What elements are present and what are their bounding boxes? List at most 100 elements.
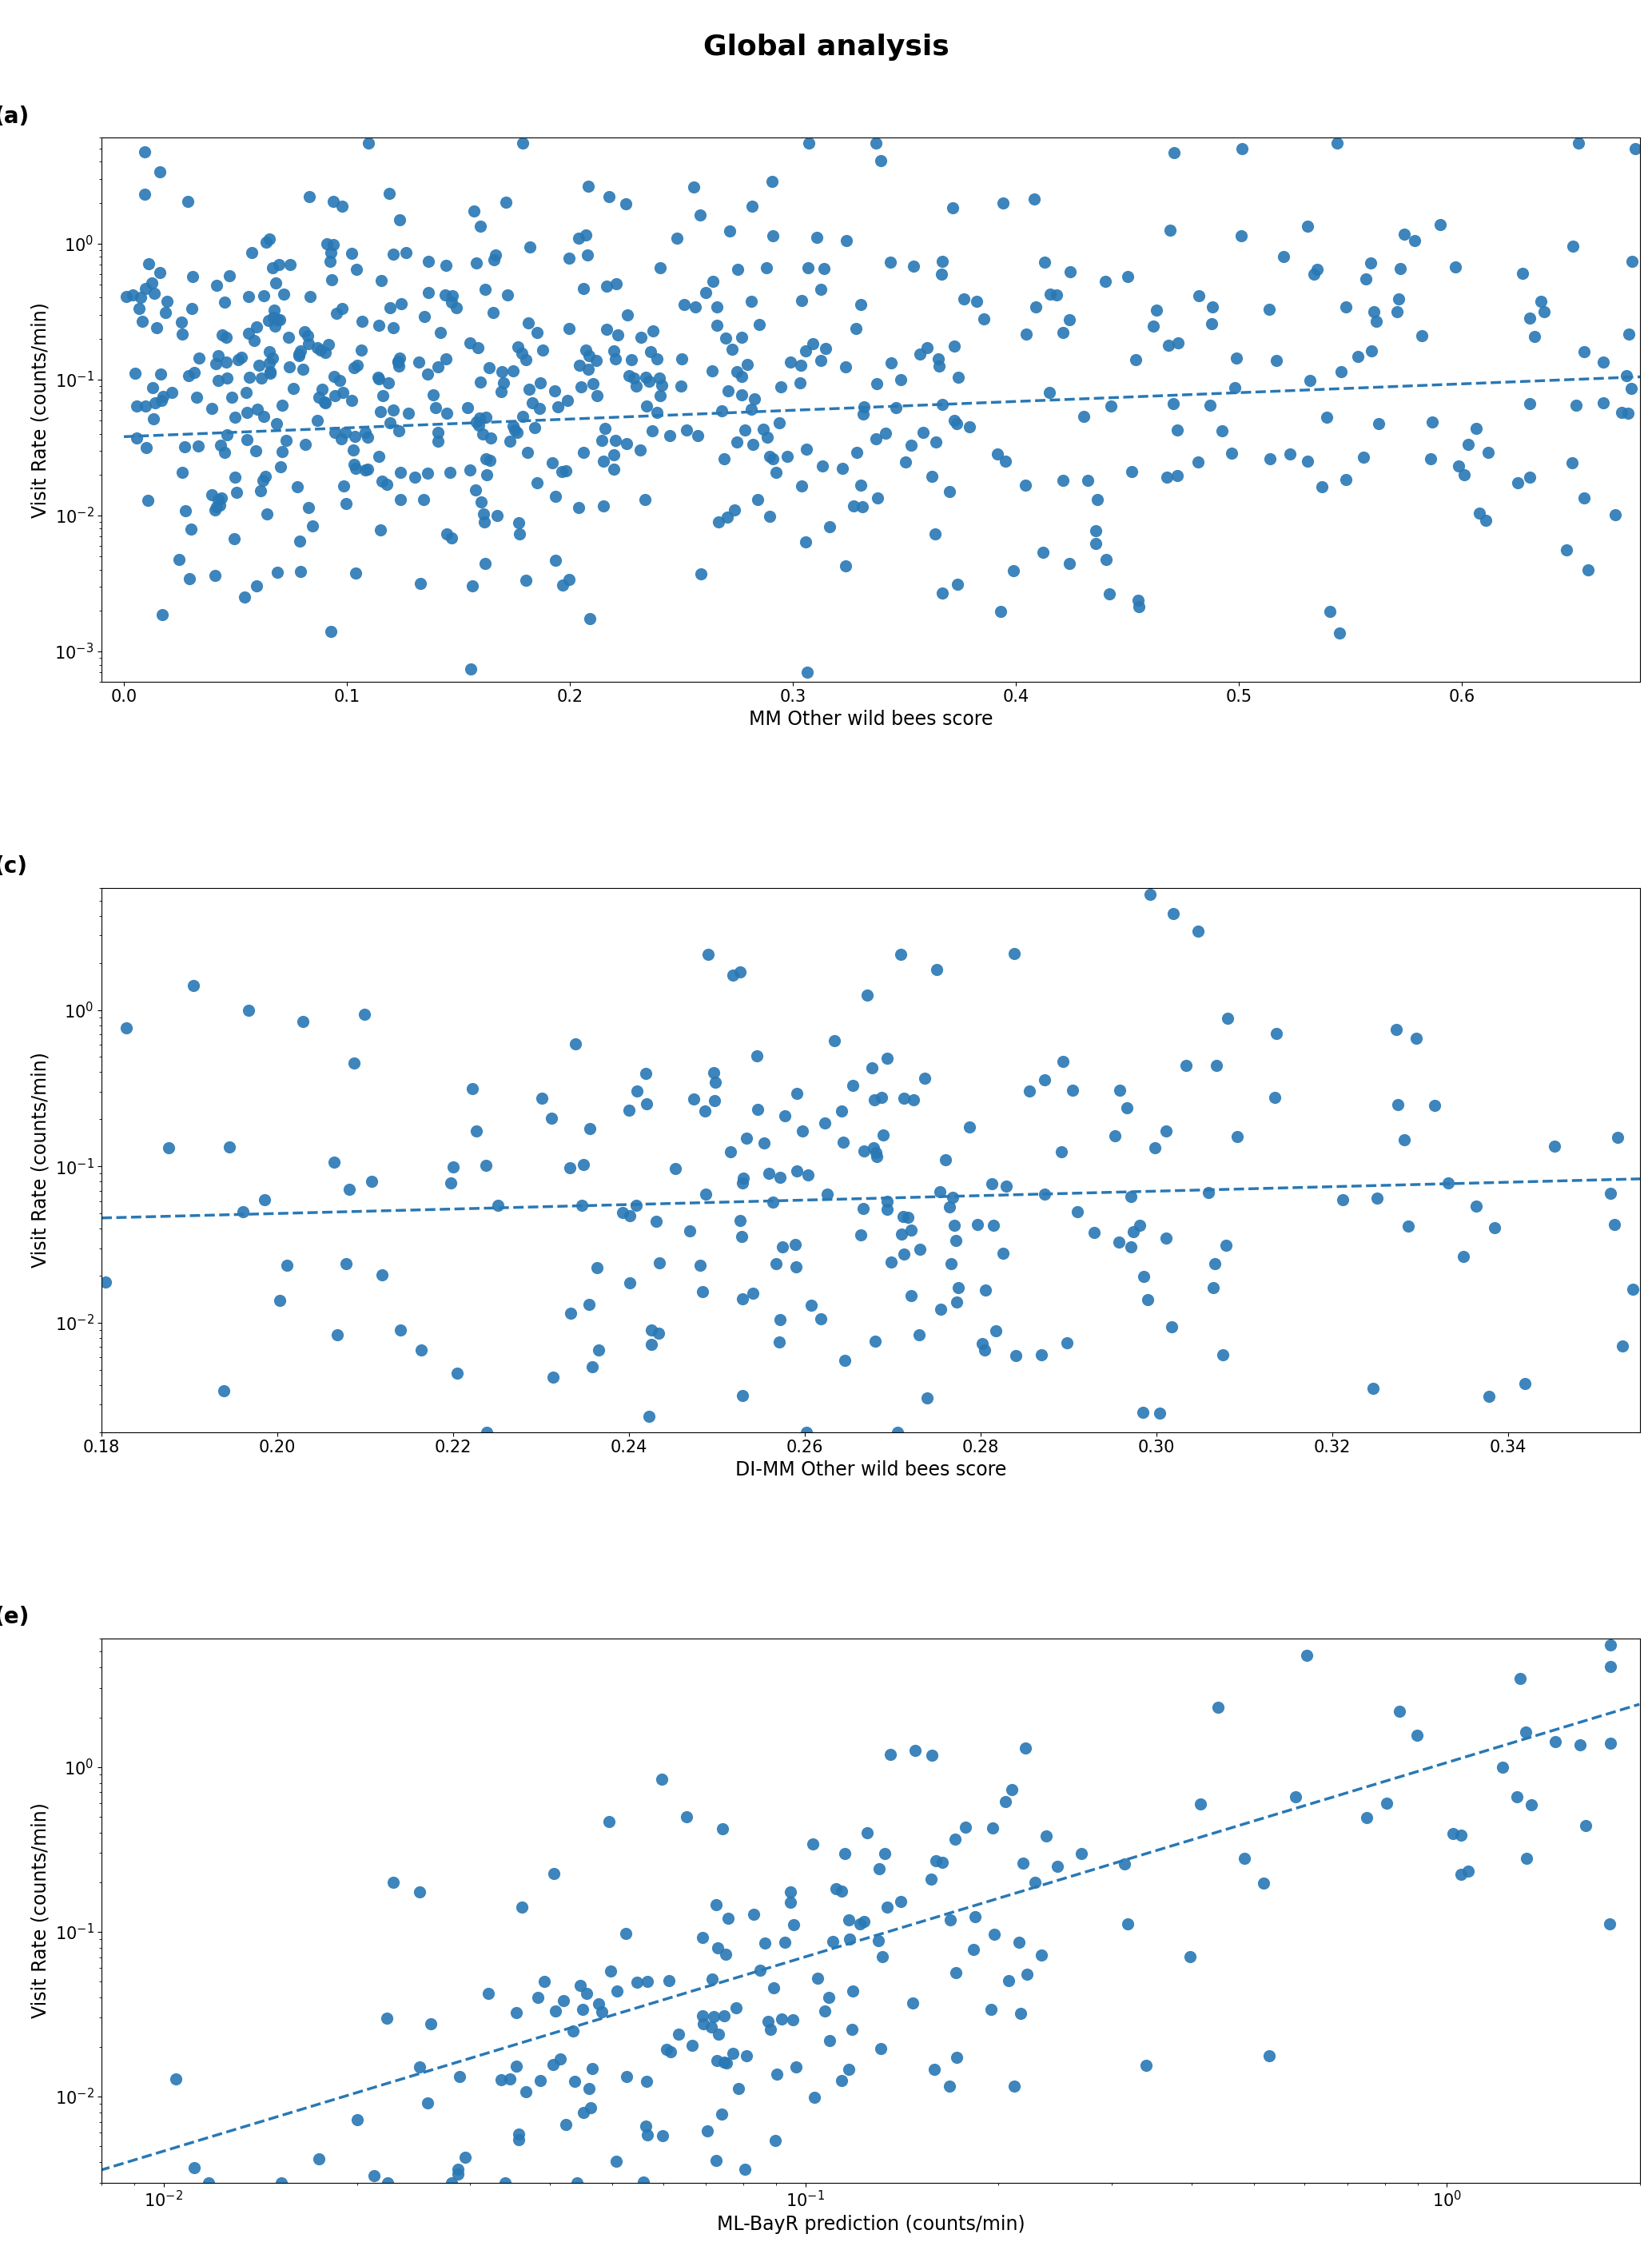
Point <box>1067 1835 1094 1871</box>
Point <box>373 467 400 503</box>
Point <box>1507 1660 1533 1696</box>
Point <box>795 249 821 285</box>
Point <box>760 218 786 254</box>
Point <box>517 229 544 265</box>
Point <box>596 180 623 216</box>
Point <box>329 290 355 326</box>
Point <box>866 1851 892 1887</box>
Point <box>251 279 278 314</box>
Point <box>928 575 955 611</box>
Point <box>132 272 159 308</box>
Point <box>704 1929 730 1965</box>
Point <box>1118 1229 1145 1264</box>
Point <box>415 2084 441 2120</box>
Point <box>368 263 395 299</box>
Point <box>297 279 324 314</box>
Point <box>757 438 783 474</box>
Point <box>867 1080 894 1116</box>
Point <box>340 1044 367 1080</box>
Point <box>925 341 952 377</box>
Point <box>867 2030 894 2066</box>
Point <box>854 977 881 1013</box>
Point <box>849 490 876 526</box>
Point <box>851 389 877 424</box>
Y-axis label: Visit Rate (counts/min): Visit Rate (counts/min) <box>31 1053 50 1269</box>
Point <box>841 487 867 523</box>
Point <box>509 1889 535 1925</box>
Point <box>423 391 449 427</box>
Point <box>1597 1626 1624 1662</box>
Point <box>304 402 330 438</box>
Point <box>733 1121 760 1157</box>
Point <box>666 2017 692 2053</box>
Point <box>1297 362 1323 398</box>
Point <box>469 416 496 451</box>
Point <box>616 357 643 393</box>
Point <box>585 1985 611 2021</box>
Point <box>433 517 459 553</box>
Point <box>605 317 631 353</box>
Point <box>555 310 582 346</box>
Point <box>648 377 674 413</box>
Point <box>971 1271 998 1307</box>
Point <box>524 314 550 350</box>
Point <box>415 243 441 279</box>
Point <box>871 1835 897 1871</box>
Point <box>970 1325 996 1361</box>
Point <box>132 389 159 424</box>
Point <box>525 1979 552 2015</box>
Point <box>504 413 530 449</box>
Point <box>814 1177 841 1213</box>
Point <box>329 420 355 456</box>
Point <box>259 339 286 375</box>
Point <box>720 2035 747 2071</box>
Point <box>502 413 529 449</box>
Point <box>813 330 839 366</box>
Point <box>919 458 945 494</box>
Point <box>317 234 344 270</box>
Point <box>796 126 823 162</box>
Point <box>1009 1846 1036 1882</box>
Point <box>557 562 583 597</box>
Point <box>1054 1325 1080 1361</box>
Point <box>565 490 591 526</box>
Point <box>978 1166 1004 1202</box>
Point <box>368 1258 395 1294</box>
Point <box>340 447 367 483</box>
Point <box>370 377 396 413</box>
Point <box>771 1925 798 1961</box>
Point <box>281 371 307 407</box>
Point <box>570 433 596 469</box>
Point <box>664 220 691 256</box>
Point <box>246 348 273 384</box>
Point <box>248 474 274 510</box>
Point <box>263 265 289 301</box>
Point <box>476 442 502 478</box>
Point <box>1199 290 1226 326</box>
Point <box>1070 398 1097 433</box>
Point <box>1388 249 1414 285</box>
Point <box>344 2102 370 2138</box>
Point <box>438 519 464 555</box>
Point <box>636 364 662 400</box>
Point <box>836 2051 862 2087</box>
Point <box>646 1244 672 1280</box>
Point <box>644 341 671 377</box>
Point <box>801 2080 828 2116</box>
Point <box>874 1190 900 1226</box>
Point <box>575 2071 601 2107</box>
Point <box>847 1217 874 1253</box>
Point <box>233 422 259 458</box>
Point <box>943 1954 970 1990</box>
Point <box>178 512 205 548</box>
Point <box>233 395 259 431</box>
Point <box>623 1186 649 1222</box>
Point <box>780 2001 806 2037</box>
Point <box>365 362 392 398</box>
Point <box>937 474 963 510</box>
Point <box>1221 371 1247 407</box>
Point <box>783 1226 809 1262</box>
Point <box>714 499 740 535</box>
Point <box>722 1990 748 2026</box>
Point <box>843 310 869 346</box>
